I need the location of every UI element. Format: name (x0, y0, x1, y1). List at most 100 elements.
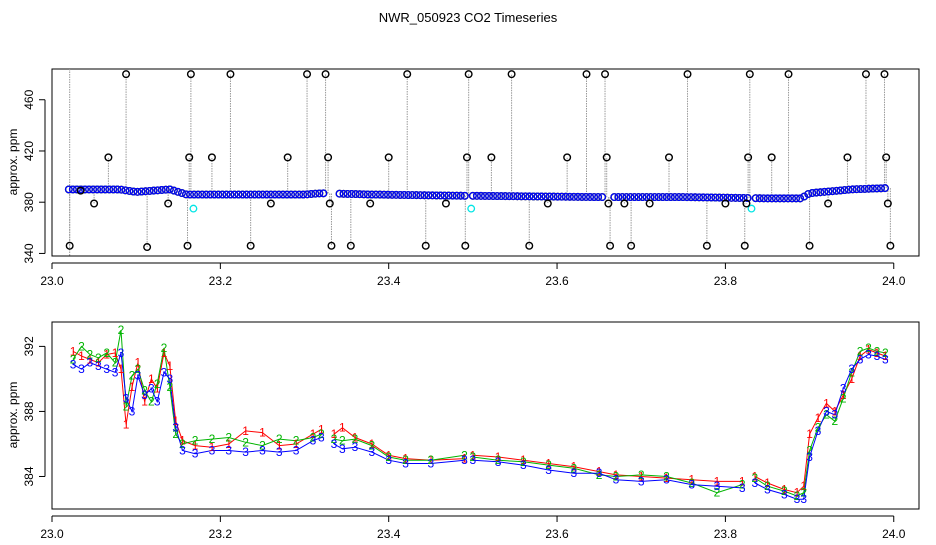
series-1-marker: 1 (848, 372, 855, 386)
top-y-tick-label: 340 (22, 243, 36, 263)
series-1-marker: 1 (123, 417, 130, 431)
series-1-marker: 1 (141, 395, 148, 409)
baseline-marker (804, 190, 813, 199)
baseline-marker (125, 186, 134, 195)
baseline-marker (173, 187, 182, 196)
series-3-marker: 3 (141, 388, 148, 402)
bottom-y-axis-label: approx. ppm (6, 382, 20, 449)
series-3-marker: 3 (161, 365, 168, 379)
bottom-y-tick-label: 392 (22, 336, 36, 356)
baseline-marker (590, 193, 599, 201)
baseline-marker (380, 190, 388, 199)
baseline-marker (582, 192, 590, 201)
series-3-line (333, 443, 465, 464)
bottom-plot-frame (51, 321, 920, 510)
outlier-marker (462, 153, 471, 162)
baseline-marker (246, 190, 255, 199)
baseline-marker (202, 190, 211, 199)
series-2-marker: 2 (752, 471, 759, 485)
series-2-marker: 2 (545, 458, 552, 472)
series-2-marker: 2 (461, 448, 468, 462)
baseline-marker (683, 193, 691, 202)
series-2-marker: 2 (123, 400, 130, 414)
series-3-marker: 3 (688, 478, 695, 492)
series-2-marker: 2 (352, 432, 359, 446)
series-3-marker: 3 (167, 372, 174, 386)
cyan-marker (747, 204, 756, 213)
series-3-marker: 3 (848, 362, 855, 376)
series-3-marker: 3 (794, 492, 801, 506)
bottom-x-tick-label: 23.4 (377, 527, 401, 540)
series-1-marker: 1 (103, 348, 110, 362)
series-2-line (72, 330, 322, 447)
outlier-marker (65, 241, 74, 250)
outlier-marker (324, 153, 333, 162)
series-3-marker: 3 (823, 404, 830, 418)
baseline-marker (569, 192, 578, 201)
baseline-marker (614, 193, 623, 202)
series-3-marker: 3 (831, 408, 838, 422)
series-1-marker: 1 (135, 356, 142, 370)
baseline-marker (367, 190, 376, 199)
baseline-marker (238, 190, 247, 199)
outlier-marker (683, 70, 692, 79)
outlier-marker (582, 70, 591, 79)
top-x-tick-label: 23.4 (377, 274, 401, 288)
top-x-tick-label: 24.0 (882, 274, 906, 288)
series-2-marker: 2 (112, 356, 119, 370)
baseline-marker (141, 187, 150, 196)
baseline-marker (149, 186, 158, 195)
series-2-marker: 2 (714, 486, 721, 500)
outlier-marker (627, 241, 636, 250)
baseline-marker (707, 193, 716, 202)
baseline-marker (767, 194, 776, 203)
series-1-line (754, 349, 886, 494)
baseline-marker (89, 185, 98, 194)
baseline-marker (808, 189, 817, 197)
series-3-marker: 3 (172, 421, 179, 435)
outlier-marker (601, 70, 610, 79)
outlier-marker (325, 199, 334, 208)
series-3-marker: 3 (385, 453, 392, 467)
series-1-marker: 1 (781, 482, 788, 496)
outlier-marker (366, 199, 375, 208)
baseline-marker (97, 185, 106, 194)
series-3-marker: 3 (663, 473, 670, 487)
series-2-marker: 2 (402, 453, 409, 467)
top-y-axis: 340 380 420 460 (22, 89, 46, 263)
series-1-marker: 1 (865, 343, 872, 357)
baseline-marker (420, 191, 429, 200)
baseline-marker (266, 190, 275, 199)
baseline-marker (731, 193, 740, 202)
baseline-marker (283, 190, 291, 199)
baseline-marker (549, 192, 558, 201)
outlier-marker (805, 241, 814, 250)
baseline-marker (186, 190, 194, 199)
series-2-marker: 2 (225, 430, 232, 444)
series-1-marker: 1 (470, 448, 477, 462)
baseline-marker (68, 185, 77, 194)
series-1-marker: 1 (613, 468, 620, 482)
baseline-marker (315, 189, 324, 198)
outlier-marker (604, 199, 613, 208)
series-2-marker: 2 (172, 427, 179, 441)
outlier-marker (882, 153, 891, 162)
baseline-marker (113, 185, 122, 194)
baseline-marker (824, 187, 833, 196)
series-2-marker: 2 (638, 468, 645, 482)
series-3-marker: 3 (154, 395, 161, 409)
series-3-marker: 3 (225, 443, 232, 457)
series-1-marker: 1 (638, 469, 645, 483)
baseline-marker (210, 190, 219, 199)
series-3-marker: 3 (318, 430, 325, 444)
baseline-marker (109, 185, 118, 194)
baseline-marker (662, 193, 671, 202)
cyan-marker (189, 204, 198, 213)
baseline-marker (771, 194, 780, 203)
outlier-marker (602, 153, 611, 162)
baseline-marker (687, 193, 696, 202)
series-3-line (472, 459, 743, 489)
